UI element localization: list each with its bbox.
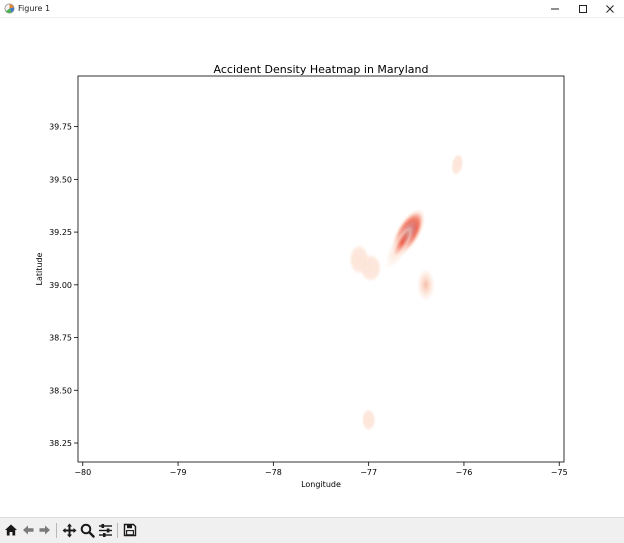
- density-cluster: [359, 253, 382, 282]
- navigation-toolbar: [0, 517, 624, 543]
- save-button[interactable]: [122, 522, 138, 538]
- plot-background: [78, 76, 564, 462]
- toolbar-separator: [117, 523, 118, 538]
- zoom-icon: [80, 523, 95, 538]
- y-tick-label: 38.75: [49, 334, 72, 343]
- y-tick-label: 39.50: [49, 175, 72, 184]
- y-tick-label: 39.75: [49, 123, 72, 132]
- y-tick-label: 39.00: [49, 281, 72, 290]
- x-axis-label: Longitude: [301, 480, 341, 489]
- x-axis: −80 −79 −78 −77 −76 −75: [74, 462, 568, 477]
- window-title: Figure 1: [18, 4, 51, 13]
- y-tick-label: 38.50: [49, 386, 72, 395]
- heatmap-chart: Accident Density Heatmap in Maryland −80…: [35, 63, 568, 489]
- density-cluster: [416, 268, 435, 301]
- zoom-button[interactable]: [79, 522, 95, 538]
- home-button[interactable]: [3, 522, 19, 538]
- x-tick-label: −80: [74, 468, 91, 477]
- forward-button[interactable]: [37, 522, 53, 538]
- chart-title: Accident Density Heatmap in Maryland: [214, 63, 429, 76]
- pan-icon: [62, 523, 76, 537]
- matplotlib-figure-icon: [4, 3, 15, 14]
- back-arrow-icon: [23, 525, 34, 535]
- configure-subplots-button[interactable]: [97, 522, 113, 538]
- close-icon: [606, 4, 614, 13]
- save-icon: [123, 523, 137, 537]
- x-tick-label: −78: [265, 468, 282, 477]
- configure-subplots-icon: [98, 523, 112, 537]
- plot-frame: [77, 75, 565, 463]
- y-axis: 38.25 38.50 38.75 39.00 39.25 39.50 39.75: [49, 123, 78, 448]
- minimize-button[interactable]: [541, 0, 569, 17]
- x-tick-label: −77: [360, 468, 377, 477]
- x-tick-label: −79: [170, 468, 187, 477]
- back-button[interactable]: [20, 522, 36, 538]
- forward-arrow-icon: [39, 525, 50, 535]
- y-axis-label: Latitude: [35, 252, 44, 285]
- close-button[interactable]: [596, 0, 624, 17]
- minimize-icon: [551, 8, 559, 9]
- pan-button[interactable]: [61, 522, 77, 538]
- figure-canvas[interactable]: Accident Density Heatmap in Maryland −80…: [0, 18, 624, 517]
- maximize-icon: [579, 4, 587, 13]
- window-titlebar: Figure 1: [0, 0, 624, 18]
- y-tick-label: 39.25: [49, 228, 72, 237]
- home-icon: [5, 524, 17, 536]
- maximize-button[interactable]: [569, 0, 597, 17]
- density-cluster: [361, 408, 376, 431]
- toolbar-separator: [56, 523, 57, 538]
- x-tick-label: −76: [455, 468, 472, 477]
- y-tick-label: 38.25: [49, 439, 72, 448]
- density-layer: [349, 153, 464, 431]
- density-cluster: [451, 153, 464, 176]
- density-cluster: [385, 216, 419, 270]
- x-tick-label: −75: [551, 468, 568, 477]
